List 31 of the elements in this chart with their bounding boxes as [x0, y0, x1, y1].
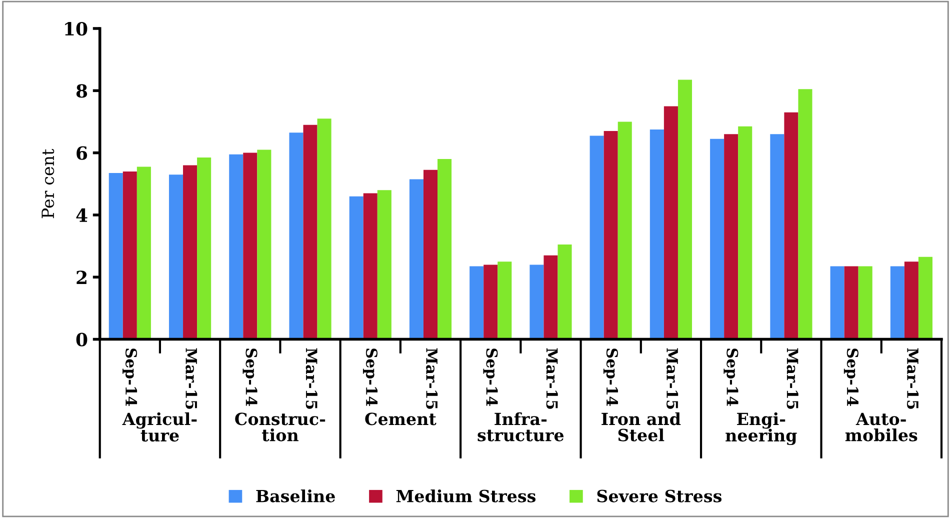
y-tick-label: 0 — [76, 332, 88, 346]
y-tick-label: 10 — [65, 22, 88, 36]
y-tick-label: 2 — [76, 270, 86, 284]
y-tick-label: 4 — [76, 208, 88, 222]
x-tick-label: Mar-15 — [786, 348, 798, 409]
x-tick-label: Mar-15 — [546, 348, 558, 409]
y-tick-label: 6 — [76, 146, 88, 160]
x-tick-label: Sep-14 — [122, 348, 138, 406]
x-tick-label: Mar-15 — [907, 348, 919, 409]
x-tick-label: Mar-15 — [186, 348, 198, 409]
text: Auto- mobiles — [845, 412, 918, 442]
x-tick-label: Mar-15 — [666, 348, 678, 409]
x-tick-label: Mar-15 — [426, 348, 438, 409]
text: Agricul- ture — [122, 412, 197, 442]
legend-label: Baseline — [256, 489, 335, 502]
text: Construc- tion — [235, 412, 326, 442]
legend-label: Severe Stress — [597, 490, 722, 502]
x-tick-label: Sep-14 — [603, 348, 618, 406]
x-tick-label: Sep-14 — [362, 348, 378, 406]
text: Infra- structure — [478, 412, 564, 442]
x-tick-label: Sep-14 — [483, 348, 498, 406]
y-axis-title: Per cent — [42, 148, 54, 218]
text: Cement — [365, 412, 436, 426]
legend-label: Medium Stress — [396, 489, 536, 502]
x-tick-label: Sep-14 — [844, 348, 858, 406]
text: Iron and Steel — [602, 412, 681, 442]
x-tick-label: Sep-14 — [242, 348, 258, 406]
y-tick-label: 8 — [76, 84, 88, 98]
text: Engi- neering — [726, 412, 797, 446]
x-tick-label: Mar-15 — [306, 348, 318, 409]
x-tick-label: Sep-14 — [724, 348, 738, 406]
